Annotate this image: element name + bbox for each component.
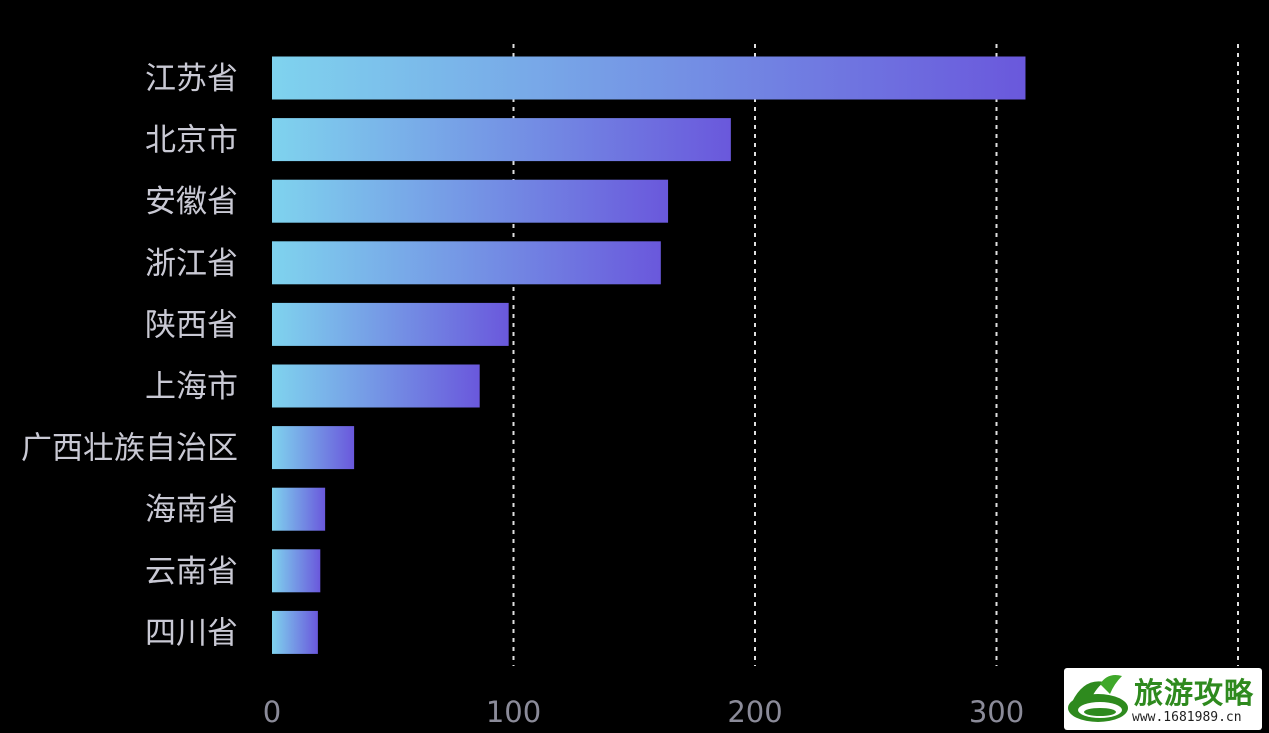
x-tick-label-300: 300 <box>969 695 1024 729</box>
bar-9 <box>272 610 318 654</box>
category-label-0: 江苏省 <box>145 61 238 97</box>
bar-4 <box>272 302 509 346</box>
category-label-8: 云南省 <box>145 554 238 590</box>
category-label-3: 浙江省 <box>145 246 238 282</box>
watermark-badge: 旅游攻略 www.1681989.cn <box>1064 668 1262 730</box>
watermark-url: www.1681989.cn <box>1132 710 1242 725</box>
bar-0 <box>272 56 1026 100</box>
category-label-5: 上海市 <box>145 369 238 405</box>
bar-5 <box>272 364 480 408</box>
category-label-4: 陕西省 <box>145 307 238 343</box>
bar-8 <box>272 549 321 593</box>
category-label-2: 安徽省 <box>145 184 238 220</box>
bar-6 <box>272 426 355 470</box>
bar-1 <box>272 118 731 162</box>
x-tick-label-0: 0 <box>263 695 281 729</box>
category-label-1: 北京市 <box>145 123 238 159</box>
x-tick-label-100: 100 <box>486 695 541 729</box>
x-tick-label-200: 200 <box>727 695 782 729</box>
category-label-6: 广西壮族自治区 <box>21 431 238 467</box>
bar-7 <box>272 487 326 531</box>
leaf-logo-icon <box>1068 675 1128 722</box>
bars <box>272 56 1026 654</box>
bar-3 <box>272 241 661 285</box>
x-tick-labels: 0 100 200 300 <box>263 695 1024 729</box>
category-label-9: 四川省 <box>145 615 238 651</box>
watermark-title: 旅游攻略 <box>1134 676 1255 710</box>
bar-2 <box>272 179 669 223</box>
category-label-7: 海南省 <box>145 492 238 528</box>
